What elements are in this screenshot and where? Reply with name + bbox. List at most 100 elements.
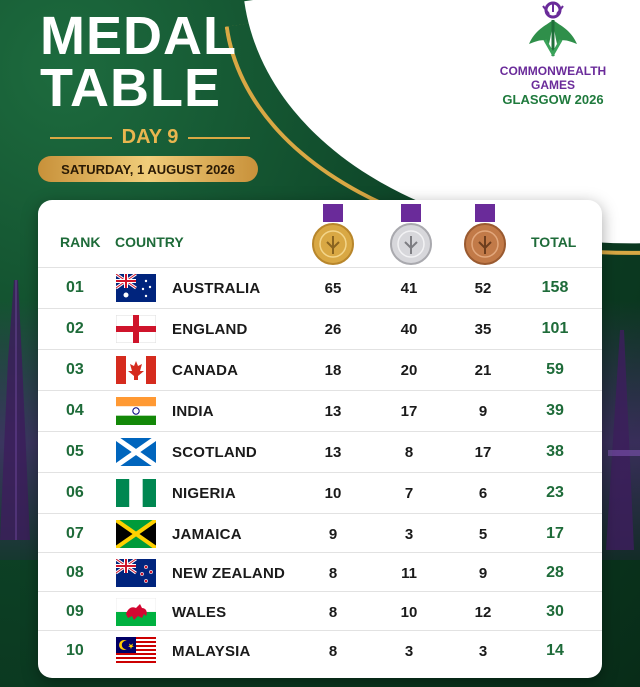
silver-count: 20	[400, 361, 418, 379]
total-count: 101	[541, 320, 569, 337]
country-name: ENGLAND	[172, 320, 248, 338]
country-name: INDIA	[172, 402, 214, 420]
bronze-medal-icon	[464, 204, 506, 265]
rank-cell: 06	[66, 484, 84, 501]
country-name: NEW ZEALAND	[172, 564, 286, 582]
date-badge: SATURDAY, 1 AUGUST 2026	[38, 156, 258, 182]
title-line-1: MEDAL	[40, 6, 237, 66]
divider-right	[188, 136, 250, 139]
rank-cell: 01	[66, 279, 84, 296]
bronze-count: 17	[474, 443, 492, 461]
gold-count: 8	[328, 564, 338, 582]
header-total: TOTAL	[531, 234, 577, 250]
bronze-count: 21	[474, 361, 492, 379]
silver-medal-icon	[390, 204, 432, 265]
flag-jamaica-icon	[116, 520, 156, 548]
gold-count: 8	[328, 603, 338, 621]
bronze-count: 3	[478, 642, 488, 660]
gold-count: 8	[328, 642, 338, 660]
total-count: 38	[546, 443, 564, 460]
table-row: 03 CANADA 18 20 21 59	[38, 349, 602, 389]
table-row: 05 SCOTLAND 13 8 17 38	[38, 431, 602, 471]
country-name: SCOTLAND	[172, 443, 257, 461]
silver-count: 11	[401, 564, 417, 582]
logo-text-games: GAMES	[530, 78, 575, 92]
gold-count: 13	[324, 443, 342, 461]
flag-new-zealand-icon	[116, 559, 156, 587]
total-count: 30	[546, 603, 564, 620]
gold-count: 13	[324, 402, 342, 420]
gold-count: 9	[328, 525, 338, 543]
bronze-count: 52	[474, 279, 492, 297]
table-row: 10 MALAYSIA 8 3 3 14	[38, 630, 602, 670]
silver-count: 3	[404, 525, 414, 543]
tower-left-silhouette	[0, 280, 30, 540]
flag-canada-icon	[116, 356, 156, 384]
silver-count: 40	[400, 320, 418, 338]
page-title: MEDAL TABLE	[40, 6, 237, 118]
bronze-count: 5	[478, 525, 488, 543]
gold-count: 18	[324, 361, 342, 379]
total-count: 17	[546, 525, 564, 542]
rank-cell: 02	[66, 320, 84, 337]
table-row: 01 AUSTRALIA 65 41 52 158	[38, 267, 602, 307]
rank-cell: 03	[66, 361, 84, 378]
flag-england-icon	[116, 315, 156, 343]
silver-count: 17	[400, 402, 418, 420]
country-name: WALES	[172, 603, 227, 621]
table-row: 06 NIGERIA 10 7 6 23	[38, 472, 602, 512]
country-name: JAMAICA	[172, 525, 242, 543]
rank-cell: 07	[66, 525, 84, 542]
total-count: 158	[541, 279, 569, 296]
silver-count: 8	[404, 443, 414, 461]
table-header: RANK COUNTRY TOTAL	[38, 200, 602, 270]
gold-count: 65	[324, 279, 342, 297]
bronze-count: 12	[474, 603, 492, 621]
rank-cell: 05	[66, 443, 84, 460]
gold-medal-icon	[312, 204, 354, 265]
flag-nigeria-icon	[116, 479, 156, 507]
table-row: 02 ENGLAND 26 40 35 101	[38, 308, 602, 348]
silver-count: 3	[404, 642, 414, 660]
day-label: DAY 9	[121, 126, 179, 148]
flag-scotland-icon	[116, 438, 156, 466]
header-rank: RANK	[60, 234, 101, 250]
total-count: 39	[546, 402, 564, 419]
table-row: 07 JAMAICA 9 3 5 17	[38, 513, 602, 553]
silver-count: 41	[400, 279, 418, 297]
country-name: AUSTRALIA	[172, 279, 261, 297]
bronze-count: 6	[478, 484, 488, 502]
table-row: 04 INDIA 13 17 9 39	[38, 390, 602, 430]
gold-count: 26	[324, 320, 342, 338]
total-count: 28	[546, 564, 564, 581]
rank-cell: 10	[66, 642, 84, 659]
header-country: COUNTRY	[115, 234, 184, 250]
country-name: NIGERIA	[172, 484, 236, 502]
total-count: 14	[546, 642, 564, 659]
bronze-count: 9	[478, 402, 488, 420]
gold-count: 10	[324, 484, 342, 502]
thistle-logo-icon	[529, 1, 577, 58]
bronze-count: 35	[474, 320, 492, 338]
logo-text-commonwealth: COMMONWEALTH	[499, 64, 607, 78]
title-line-2: TABLE	[40, 58, 221, 118]
day-row: DAY 9	[50, 126, 250, 149]
silver-count: 10	[400, 603, 418, 621]
country-name: MALAYSIA	[172, 642, 251, 660]
medal-table-card: RANK COUNTRY TOTAL 01	[38, 200, 602, 678]
bronze-count: 9	[478, 564, 488, 582]
divider-left	[50, 136, 112, 139]
rank-cell: 09	[66, 603, 84, 620]
table-row: 09 WALES 8 10 12 30	[38, 591, 602, 631]
logo-text-glasgow: GLASGOW 2026	[502, 92, 604, 107]
flag-india-icon	[116, 397, 156, 425]
rank-cell: 08	[66, 564, 84, 581]
total-count: 59	[546, 361, 564, 378]
games-logo: COMMONWEALTH GAMES GLASGOW 2026	[488, 0, 618, 107]
flag-australia-icon	[116, 274, 156, 302]
tower-right-silhouette	[606, 330, 640, 550]
rank-cell: 04	[66, 402, 84, 419]
table-row: 08 NEW ZEALAND 8 11 9 28	[38, 552, 602, 592]
country-name: CANADA	[172, 361, 239, 379]
flag-wales-icon	[116, 598, 156, 626]
